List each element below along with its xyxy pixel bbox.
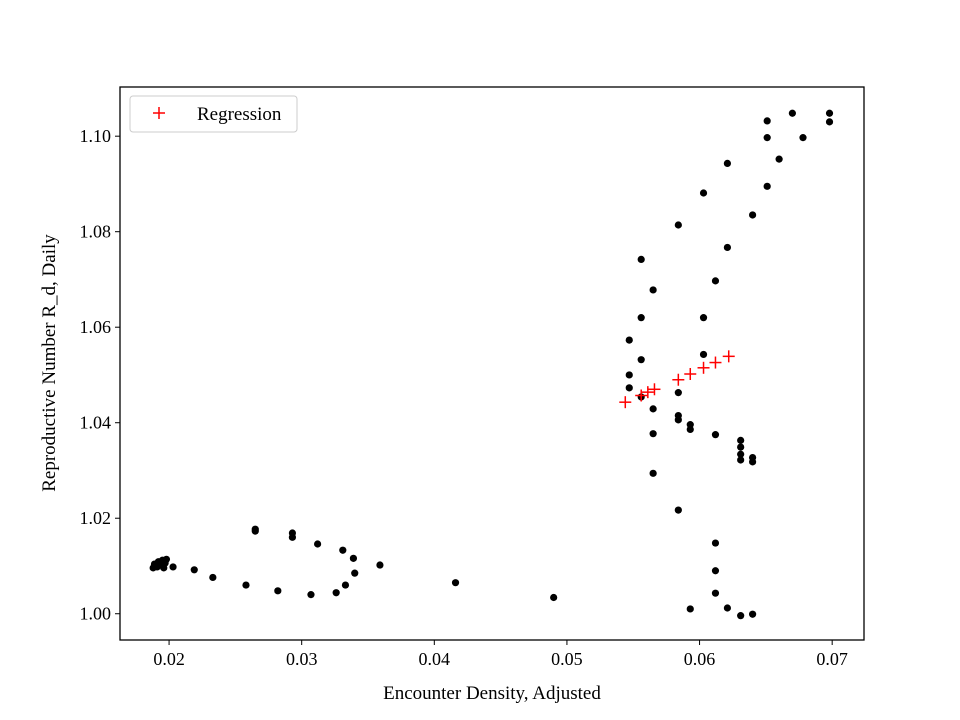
regression-point [635, 389, 648, 402]
data-point [649, 405, 657, 413]
data-point [625, 336, 633, 344]
x-axis-label: Encounter Density, Adjusted [383, 683, 601, 704]
data-point [169, 563, 177, 571]
data-point [825, 118, 834, 126]
data-point [711, 539, 720, 547]
y-tick-label: 1.06 [80, 317, 112, 337]
data-point [637, 314, 645, 322]
data-point [274, 587, 282, 595]
y-axis-label: Reproductive Number R_d, Daily [39, 234, 60, 492]
x-tick-label: 0.05 [551, 649, 583, 669]
data-point [625, 371, 633, 379]
data-point [637, 255, 645, 263]
data-point [674, 389, 682, 397]
regression-point [697, 361, 710, 374]
legend-regression-marker [153, 107, 165, 119]
data-point [649, 469, 657, 477]
data-point [748, 610, 757, 618]
data-point [737, 443, 745, 451]
data-point [550, 593, 558, 602]
data-point [775, 155, 783, 163]
data-point [711, 431, 720, 439]
data-point [737, 436, 745, 444]
data-point [349, 554, 358, 562]
data-point [674, 416, 682, 424]
data-point [699, 314, 708, 322]
data-point [737, 450, 745, 458]
regression-point [619, 396, 632, 409]
data-point [699, 189, 708, 197]
data-point [162, 555, 171, 563]
data-point [711, 589, 720, 597]
x-tick-label: 0.07 [816, 649, 848, 669]
data-point [711, 277, 720, 285]
data-point [723, 159, 732, 168]
y-tick-label: 1.04 [80, 413, 112, 433]
data-point [314, 540, 322, 548]
y-tick-label: 1.00 [80, 604, 112, 624]
x-tick-label: 0.06 [684, 649, 716, 669]
data-point [332, 589, 340, 597]
x-tick-label: 0.04 [419, 649, 451, 669]
data-point [251, 527, 259, 535]
data-point [737, 612, 745, 620]
x-tick-label: 0.03 [286, 649, 318, 669]
data-point [351, 569, 359, 577]
data-point [625, 384, 633, 392]
regression-point [709, 356, 722, 369]
legend-regression-label: Regression [197, 104, 282, 125]
regression-point [672, 373, 685, 386]
data-point [674, 506, 682, 514]
data-point [637, 356, 645, 364]
regression-point [641, 386, 654, 399]
x-tick-label: 0.02 [153, 649, 185, 669]
data-point [674, 221, 682, 229]
data-point [242, 581, 250, 589]
data-point [339, 546, 347, 554]
data-point [763, 134, 771, 142]
data-point [307, 591, 315, 599]
data-point [763, 117, 771, 125]
plot-marks [149, 109, 834, 620]
data-point [788, 109, 796, 117]
regression-point [684, 368, 697, 381]
legend-plus-icon [153, 107, 165, 119]
y-tick-label: 1.02 [80, 508, 112, 528]
data-point [799, 134, 807, 142]
legend-box [129, 95, 298, 133]
regression-point [648, 383, 661, 396]
y-tick-label: 1.10 [80, 126, 112, 146]
data-point [649, 430, 657, 438]
data-point [748, 211, 757, 219]
plot-frame [119, 86, 865, 641]
data-point [711, 567, 720, 575]
y-axis-ticks: 1.00 1.02 1.04 1.06 1.08 1.10 [80, 126, 120, 624]
data-point [723, 243, 732, 252]
regression-point [722, 350, 735, 363]
x-axis-ticks: 0.02 0.03 0.04 0.05 0.06 0.07 [153, 640, 848, 669]
data-point [686, 605, 694, 613]
data-point [451, 579, 460, 587]
legend: Regression [129, 95, 298, 133]
data-point [160, 564, 168, 572]
data-point [376, 561, 384, 569]
data-point [649, 286, 657, 294]
data-point [737, 456, 745, 464]
data-point [748, 458, 757, 466]
data-point [209, 573, 217, 582]
data-point [699, 350, 708, 359]
data-point [723, 604, 732, 612]
data-point [686, 425, 694, 434]
y-tick-label: 1.08 [80, 222, 112, 242]
data-point [825, 109, 834, 117]
data-point [190, 566, 198, 574]
data-point [341, 581, 350, 589]
data-point [288, 533, 297, 541]
data-point [763, 182, 771, 190]
